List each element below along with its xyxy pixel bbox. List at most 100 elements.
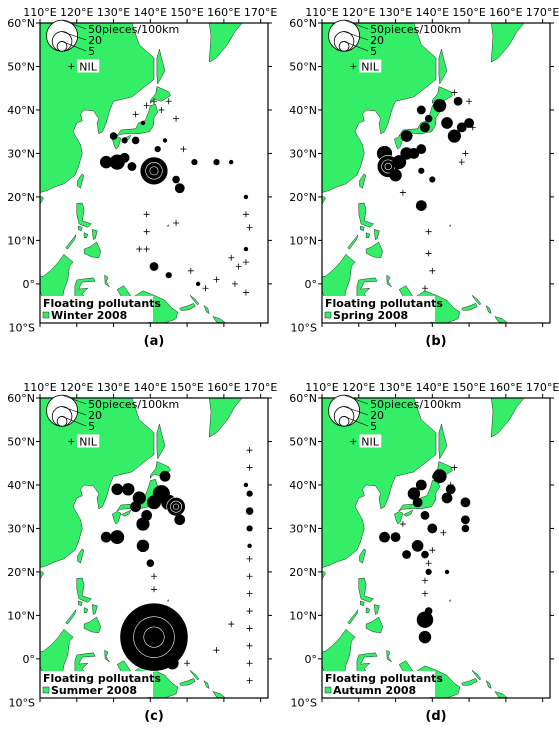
nil-marker (246, 224, 253, 231)
land-polygon (179, 303, 196, 311)
pollutant-marker (389, 168, 402, 182)
land-polygon (212, 691, 227, 698)
legend-leader (343, 416, 369, 427)
pollutant-marker (139, 156, 169, 186)
panel-season: Autumn 2008 (333, 684, 416, 697)
lat-tick-label: 20°N (7, 566, 35, 579)
land-polygon (150, 86, 171, 104)
pollutant-marker (421, 550, 429, 559)
land-polygon (76, 577, 92, 603)
land-swatch (42, 311, 50, 319)
nil-symbol (68, 63, 75, 70)
nil-marker (165, 98, 172, 105)
land-polygon (490, 23, 525, 63)
land-swatch (42, 686, 50, 694)
land-polygon (347, 609, 359, 625)
pollutant-marker (119, 602, 189, 672)
nil-marker (458, 159, 465, 166)
marker-layer (100, 447, 254, 684)
pollutant-marker (418, 167, 425, 174)
nil-marker (246, 573, 253, 580)
pollutant-marker (154, 145, 161, 153)
lon-tick-label: 120°E (342, 381, 375, 394)
land-polygon (189, 670, 200, 680)
marker-layer (99, 98, 253, 296)
nil-label-bg (77, 434, 100, 448)
legend-label: 5 (370, 45, 377, 58)
title-box (41, 671, 153, 697)
nil-symbol (68, 438, 75, 445)
lon-tick-label: 170°E (526, 6, 559, 19)
pollutant-marker (229, 159, 234, 165)
lat-tick-label: 40°N (7, 479, 35, 492)
pollutant-marker (166, 656, 179, 670)
lon-tick-label: 150°E (452, 6, 485, 19)
lat-tick-label: 50°N (289, 435, 317, 448)
nil-marker (399, 189, 406, 196)
nil-symbol (350, 63, 357, 70)
land-polygon (322, 571, 326, 580)
pollutant-marker (141, 510, 153, 521)
land-polygon (365, 607, 371, 613)
pollutant-marker (195, 281, 201, 287)
nil-marker (132, 111, 139, 118)
land-polygon (359, 548, 367, 564)
nil-marker (242, 211, 249, 218)
panel-caption: (c) (144, 709, 164, 724)
lat-tick-label: 20°N (7, 191, 35, 204)
panel-title: Floating pollutants (325, 672, 443, 685)
nil-marker (180, 146, 187, 153)
pollutant-marker (456, 122, 467, 133)
nil-label: NIL (79, 60, 97, 73)
legend-label: 50pieces/100km (370, 398, 461, 411)
legend-label: 20 (370, 34, 384, 47)
land-polygon (112, 511, 122, 525)
title-box (41, 296, 153, 322)
nil-marker (158, 106, 165, 113)
map-frame (321, 397, 551, 699)
nil-label-bg (77, 59, 100, 73)
land-polygon (365, 241, 383, 259)
lat-tick-label: 10°N (7, 234, 35, 247)
pollutant-marker (119, 152, 130, 163)
lon-tick-label: 150°E (452, 381, 485, 394)
nil-marker (421, 285, 428, 292)
lon-tick-label: 170°E (244, 6, 277, 19)
nil-marker (440, 529, 447, 536)
nil-marker (246, 555, 253, 562)
pollutant-marker (424, 607, 433, 615)
pollutant-marker (174, 183, 185, 194)
land-polygon (121, 509, 132, 517)
nil-marker (143, 228, 150, 235)
pollutant-marker (425, 568, 432, 576)
land-polygon (212, 316, 227, 323)
land-polygon (461, 678, 478, 686)
pollutant-marker (243, 482, 249, 488)
land-swatch (324, 311, 332, 319)
title-box (323, 671, 435, 697)
lat-tick-label: 10°S (9, 321, 35, 334)
lat-tick-label: 40°N (289, 479, 317, 492)
map-panel-d: 110°E 120°E 130°E 140°E 150°E 160°E 170°E 60°N 5… (289, 381, 559, 724)
pollutant-marker (429, 176, 436, 183)
lat-tick-label: 0° (23, 653, 36, 666)
lat-tick-label: 60°N (289, 17, 317, 30)
panel-season: Spring 2008 (333, 309, 408, 322)
lon-tick-label: 140°E (134, 6, 167, 19)
legend-leader (343, 394, 369, 405)
land-polygon (78, 225, 83, 232)
pollutant-marker (420, 510, 430, 520)
nil-marker (143, 246, 150, 253)
land-polygon (83, 241, 101, 259)
land-polygon (490, 398, 525, 438)
land-polygon (322, 196, 326, 205)
lon-tick-label: 150°E (170, 381, 203, 394)
land-polygon (91, 229, 98, 240)
nil-marker (399, 521, 406, 528)
lat-tick-label: 10°N (289, 234, 317, 247)
lat-tick-label: 30°N (7, 522, 35, 535)
land-polygon (386, 274, 392, 288)
land-polygon (166, 599, 170, 602)
